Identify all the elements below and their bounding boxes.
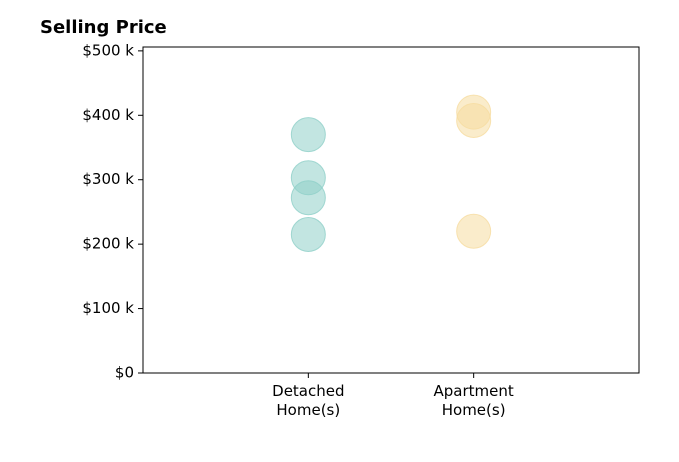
plot-frame	[142, 46, 640, 374]
point	[456, 213, 492, 249]
x-tick-label: Apartment Home(s)	[433, 382, 514, 419]
y-tick-label: $0	[115, 364, 134, 382]
point	[290, 117, 326, 153]
point	[456, 102, 492, 138]
y-tick-label: $300 k	[82, 170, 134, 188]
y-tick-label: $100 k	[82, 299, 134, 317]
point	[290, 180, 326, 216]
y-tick-label: $400 k	[82, 106, 134, 124]
y-tick-label: $500 k	[82, 41, 134, 59]
y-tick-label: $200 k	[82, 235, 134, 253]
x-tick-label: Detached Home(s)	[272, 382, 345, 419]
chart-title: Selling Price	[40, 17, 167, 38]
point	[290, 216, 326, 252]
